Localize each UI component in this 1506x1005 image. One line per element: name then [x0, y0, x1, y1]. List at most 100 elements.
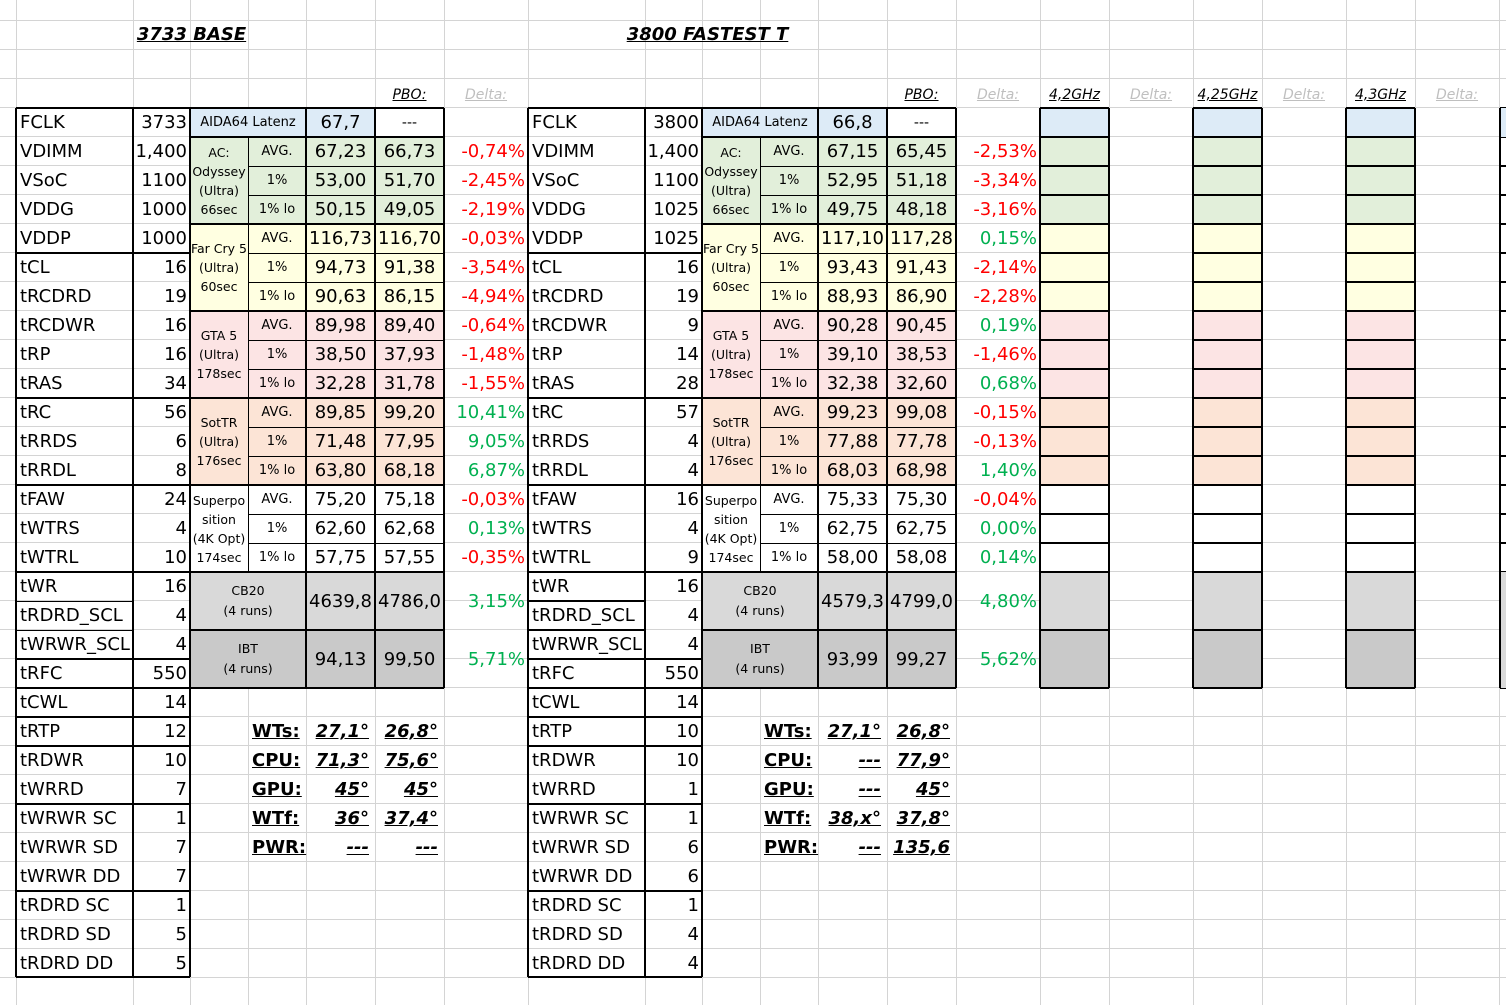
stat-label: 1% lo [258, 289, 296, 304]
bench-value-cell [306, 514, 375, 543]
cell-border [248, 456, 444, 457]
cell-border [1500, 281, 1506, 283]
bench-pbo-cell [375, 456, 444, 485]
cell-border [528, 687, 702, 689]
param-value-left: 14 [164, 692, 187, 713]
cell-border [528, 716, 702, 718]
param-name-right: tCWL [532, 692, 580, 713]
stat-label-cell [760, 224, 818, 253]
cell-border [1500, 310, 1506, 312]
stat-label-cell [760, 253, 818, 282]
param-name-left: tWRWR_SCL [20, 634, 130, 655]
stat-label: AVG. [773, 492, 805, 507]
cell-border [1500, 165, 1506, 167]
bench-pbo-cell [375, 137, 444, 166]
gridline-h [0, 78, 1506, 79]
gridline-h [0, 832, 1506, 833]
param-name-left: VDDP [20, 228, 71, 249]
bench-group-line: 178sec [708, 366, 754, 381]
cell-border [1040, 542, 1109, 544]
param-name-right: tRFC [532, 663, 575, 684]
bench-delta: -2,53% [973, 141, 1037, 162]
bench-value: 38,50 [314, 344, 367, 365]
stat-label-cell [760, 166, 818, 195]
header-delta-f2: Delta: [1282, 87, 1326, 103]
freq-4-25-column-cell [1193, 311, 1262, 398]
stat-label-cell [248, 224, 306, 253]
cell-border [1040, 484, 1109, 486]
stat-label: 1% lo [258, 376, 296, 391]
cell-border [1040, 252, 1109, 254]
bench-value-cell [818, 195, 887, 224]
cell-border [527, 108, 529, 977]
title-left: 3733 BASE [136, 24, 247, 45]
stat-label: AVG. [261, 318, 293, 333]
bench-group-line: Superpo [704, 492, 758, 508]
param-name-right: tWRRD [532, 779, 596, 800]
bench-group-cell [702, 485, 760, 572]
temp-value: 38,x° [828, 808, 882, 829]
param-value-left: 16 [164, 576, 187, 597]
param-name-right: tRDWR [532, 750, 596, 771]
param-name-left: tRTP [20, 721, 61, 742]
cell-border [1346, 397, 1415, 399]
stat-label-cell [248, 253, 306, 282]
header-delta-left: Delta: [464, 87, 508, 103]
stat-label: 1% lo [258, 463, 296, 478]
cell-border [1040, 281, 1109, 283]
stat-label-cell [248, 543, 306, 572]
bench-group-line: (Ultra) [710, 347, 752, 362]
bench-value-cell [818, 166, 887, 195]
param-name-right: VDDG [532, 199, 586, 220]
stat-label-cell [760, 195, 818, 224]
temp-label: WTs: [252, 721, 300, 742]
bench-value: 57,75 [314, 547, 367, 568]
stat-label-cell [248, 398, 306, 427]
param-value-left: 1100 [141, 170, 187, 191]
bench-group-line: Far Cry 5 [190, 241, 247, 256]
cell-border [760, 166, 956, 167]
param-name-left: VSoC [20, 170, 68, 191]
cell-border [1500, 223, 1506, 225]
cell-border [1346, 281, 1415, 283]
param-value-left: 12 [164, 721, 187, 742]
param-value-left: 3733 [141, 112, 187, 133]
bench-pbo-cell [887, 224, 956, 253]
cell-border [1193, 281, 1262, 283]
param-value-left: 4 [175, 605, 187, 626]
param-value-right: 28 [676, 373, 699, 394]
cell-border [702, 629, 956, 631]
cell-border [1193, 165, 1262, 167]
bench-group-line: (4K Opt) [704, 530, 758, 546]
bench-group-cell [190, 137, 248, 224]
param-name-right: tWRWR SD [532, 837, 630, 858]
bench-group-cell [702, 137, 760, 224]
bench-delta: -1,55% [461, 373, 525, 394]
cell-border [702, 687, 956, 689]
cell-border [1193, 426, 1262, 428]
cell-border [1193, 542, 1262, 544]
bench-pbo-cell [887, 253, 956, 282]
cell-border [1040, 310, 1109, 312]
stat-label: 1% [778, 521, 800, 536]
bench-pbo-value: 117,28 [890, 228, 953, 249]
bench-group-line: 66sec [712, 201, 750, 217]
cell-border [1346, 136, 1415, 138]
gridline-h [0, 861, 1506, 862]
ibt-cell [702, 630, 956, 688]
bench-value-cell [818, 340, 887, 369]
bench-pbo-value: 66,73 [383, 141, 436, 162]
bench-value-cell [306, 253, 375, 282]
cell-border [1346, 687, 1415, 689]
bench-group-label: Superpo sition (4K Opt) 174sec [702, 485, 760, 572]
stat-label-cell [760, 427, 818, 456]
cell-border [1414, 108, 1416, 688]
ibt-cell [190, 630, 444, 688]
cell-border [16, 745, 190, 747]
bench-pbo-cell [375, 311, 444, 340]
freq-4-3-column-cell [1346, 108, 1415, 137]
stat-label: 1% lo [770, 376, 808, 391]
bench-group-line: 60sec [712, 279, 750, 294]
bench-pbo-cell [887, 195, 956, 224]
